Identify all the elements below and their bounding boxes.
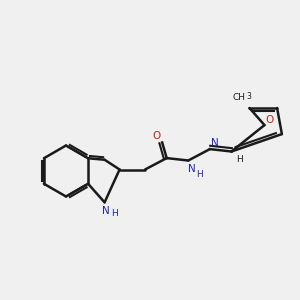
Text: H: H [111, 209, 118, 218]
Text: N: N [188, 164, 196, 175]
Text: O: O [153, 131, 161, 141]
Text: N: N [102, 206, 110, 216]
Text: CH: CH [232, 93, 245, 102]
Text: H: H [236, 155, 243, 164]
Text: O: O [266, 115, 274, 125]
Text: N: N [211, 137, 219, 148]
Text: 3: 3 [246, 92, 251, 101]
Text: H: H [196, 170, 203, 179]
